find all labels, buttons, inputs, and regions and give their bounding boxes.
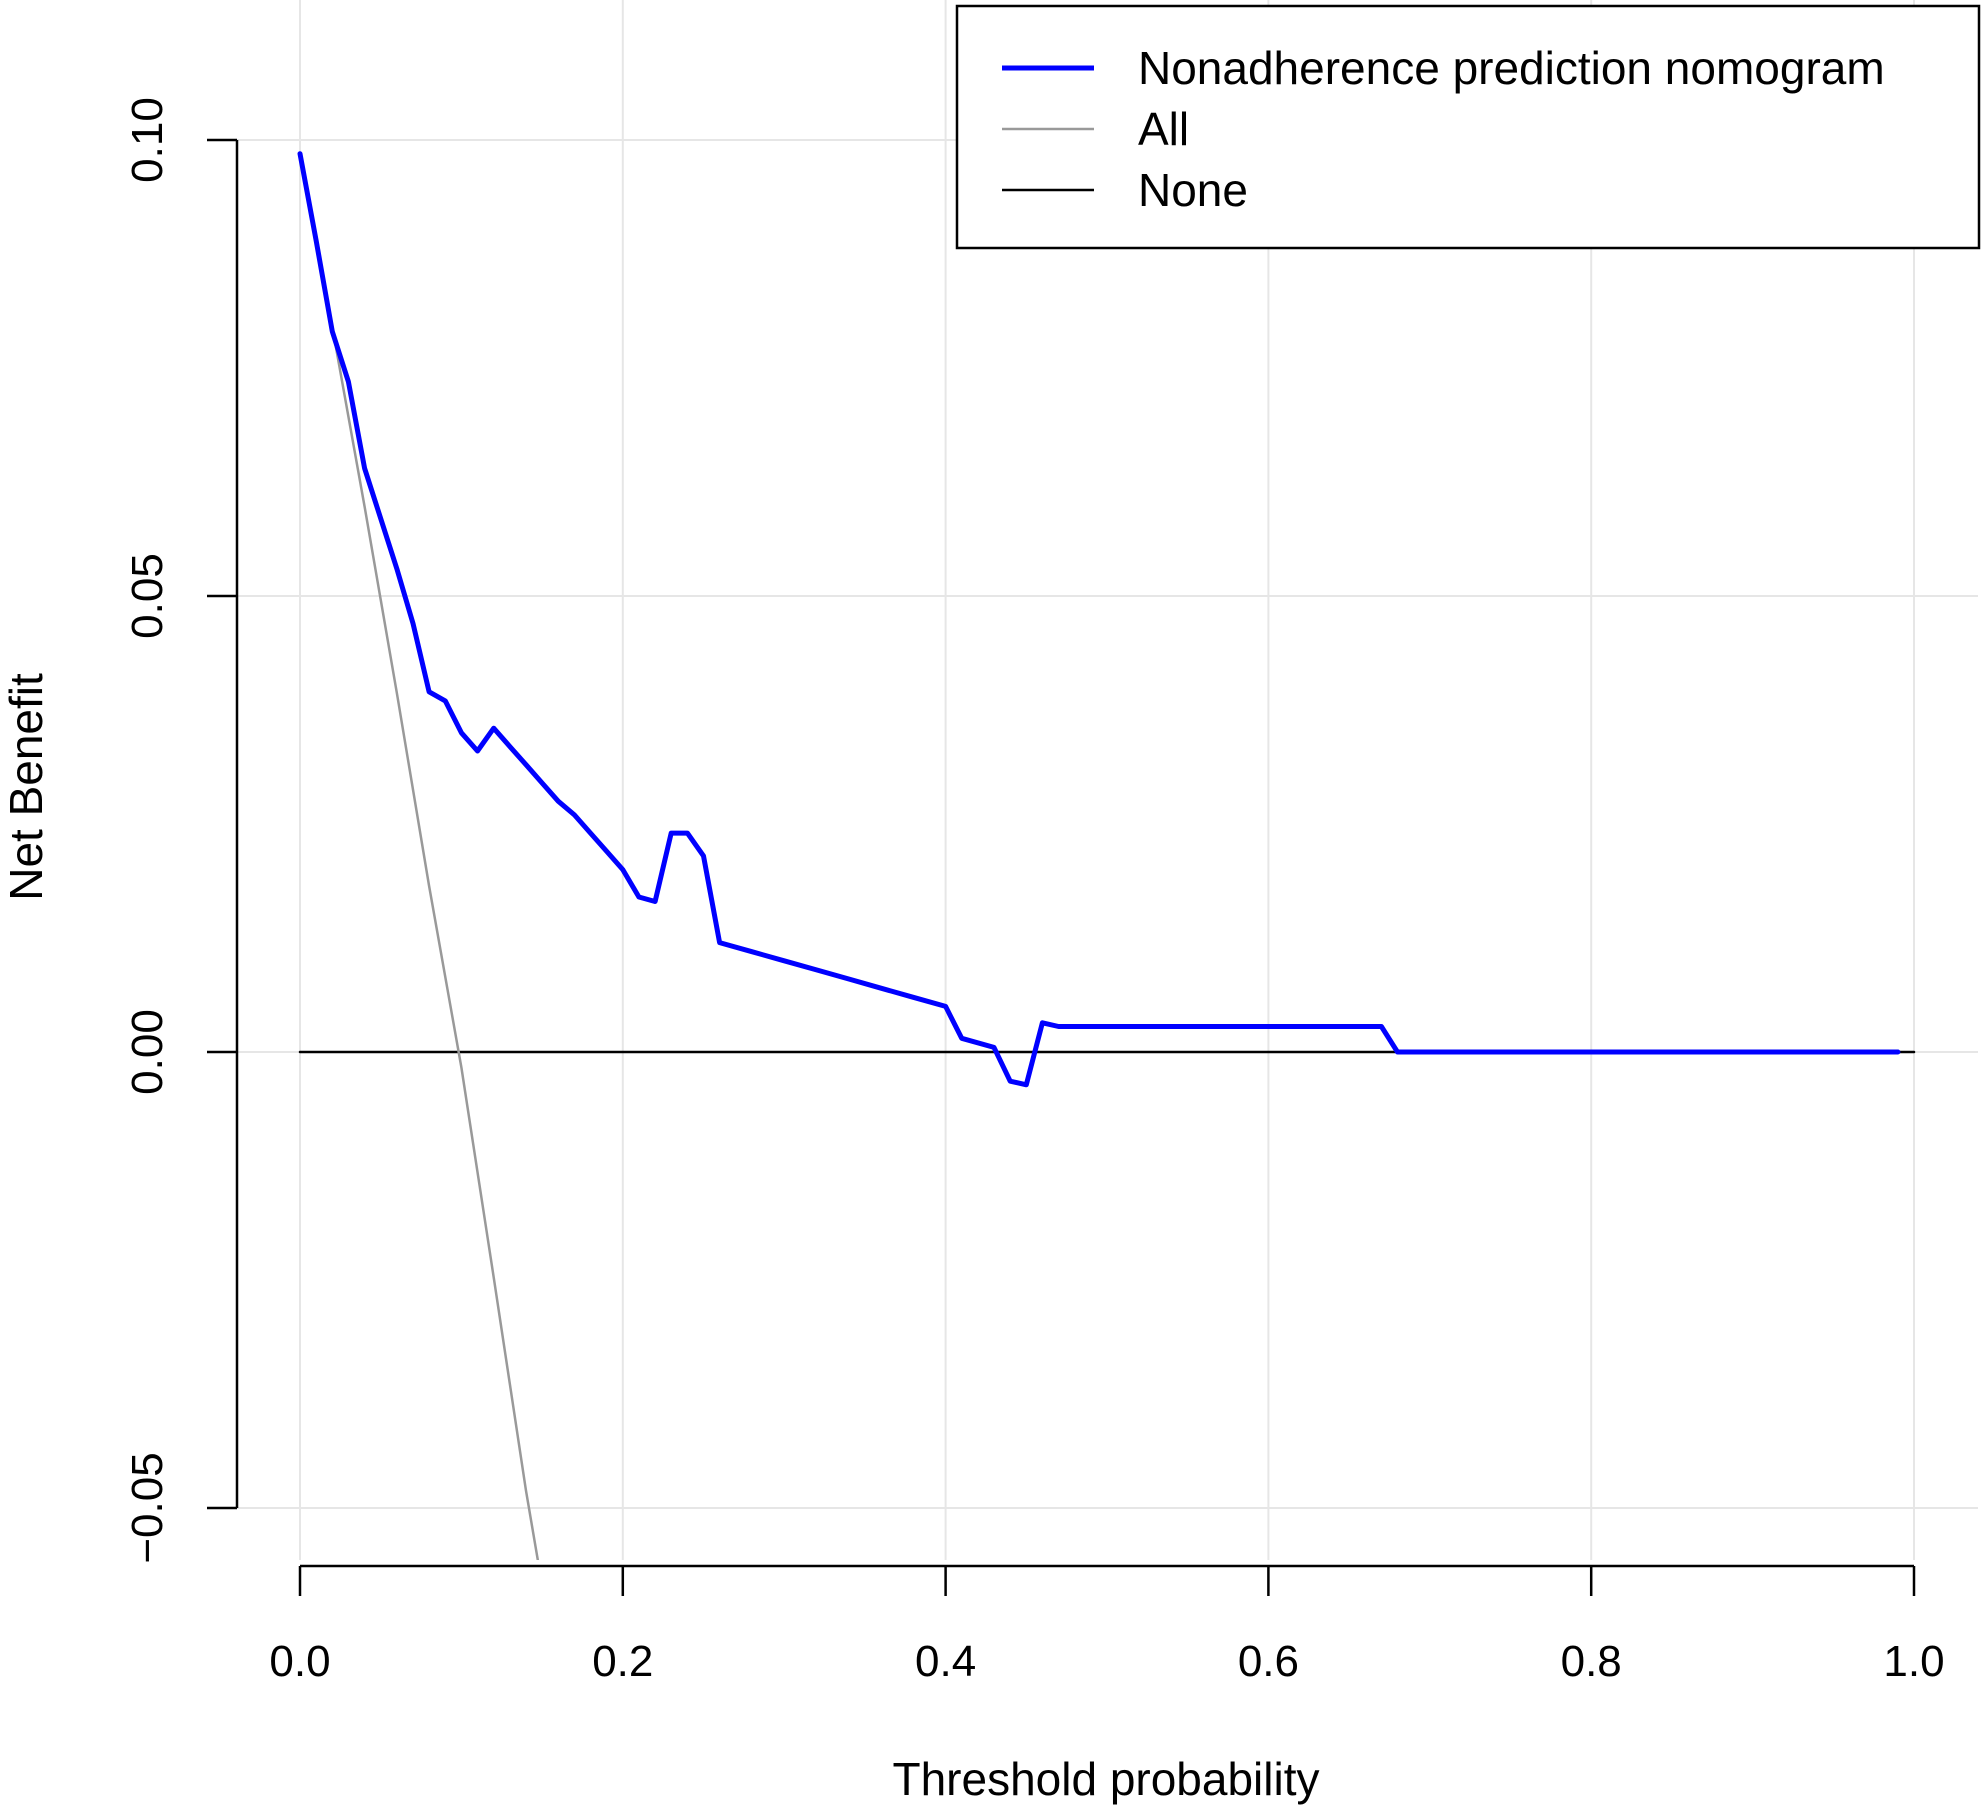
x-tick-label: 0.6 [1238,1637,1299,1686]
x-tick-label: 0.4 [915,1637,976,1686]
x-tick-label: 0.2 [592,1637,653,1686]
series-line-nonadherence-prediction-nomogram [297,151,1901,1088]
x-axis-title: Threshold probability [892,1753,1319,1805]
legend-label-none: None [1138,164,1248,216]
legend-label-all: All [1138,103,1189,155]
y-tick-label: 0.00 [123,1009,172,1095]
x-tick-label: 0.8 [1561,1637,1622,1686]
axes-layer: 0.0 0.2 0.4 0.6 0.8 1.0 −0.05 0.00 0.05 0.10 [123,97,1945,1686]
y-tick-label: 0.10 [123,97,172,183]
x-tick-label: 1.0 [1883,1637,1944,1686]
y-tick-label: −0.05 [123,1452,172,1563]
series-layer [297,151,1916,1560]
legend: Nonadherence prediction nomogram All None [955,4,1981,250]
series-line-all [298,152,540,1560]
y-tick-label: 0.05 [123,553,172,639]
legend-box [955,4,1981,250]
x-tick-label: 0.0 [269,1637,330,1686]
y-axis-title: Net Benefit [0,673,52,901]
legend-label-nonadherence-prediction-nomogram: Nonadherence prediction nomogram [1138,42,1885,94]
